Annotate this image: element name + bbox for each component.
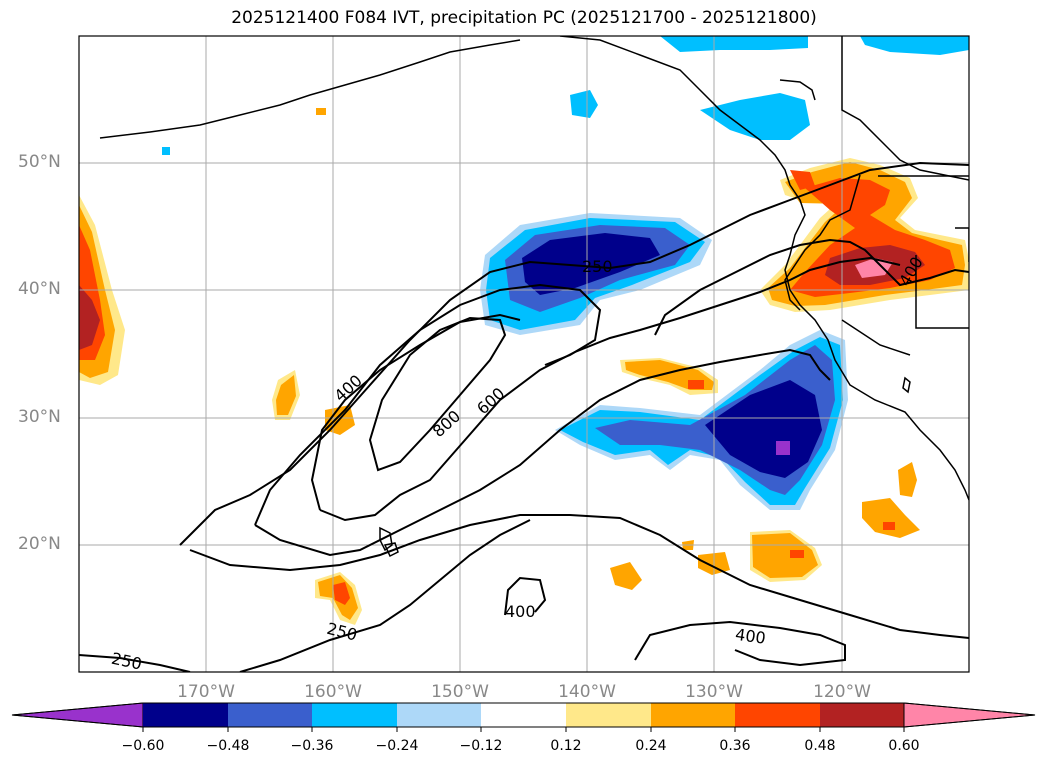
lon-label: 120°W (813, 682, 871, 702)
lon-label: 130°W (685, 682, 743, 702)
lon-label: 160°W (304, 682, 362, 702)
contour-label: 250 (110, 649, 144, 674)
colorbar-tick-label: −0.36 (290, 738, 334, 754)
colorbar-tick-label: −0.12 (459, 738, 503, 754)
colorbar (11, 702, 1036, 732)
contour-250-south (189, 514, 969, 639)
contour-600 (319, 256, 901, 522)
contour-label: 250 (582, 257, 613, 276)
contour-400-southeast (634, 620, 846, 667)
lon-label: 140°W (558, 682, 616, 702)
ivt-contours (79, 161, 969, 672)
chart-title: 2025121400 F084 IVT, precipitation PC (2… (231, 8, 817, 28)
contour-250-north (179, 161, 969, 546)
contour-400-north (254, 283, 602, 526)
lon-label: 150°W (431, 682, 489, 702)
lat-label: 30°N (18, 407, 61, 427)
contour-label: 400 (505, 602, 536, 621)
contour-400-south (504, 576, 547, 616)
map-area: 250 400 800 600 400 400 250 250 400 (79, 36, 969, 674)
colorbar-extend-low (11, 702, 144, 728)
colorbar-tick-label: −0.60 (121, 738, 165, 754)
contour-800 (368, 316, 507, 472)
colorbar-tick-label: 0.60 (888, 738, 920, 754)
colorbar-tick-label: −0.24 (375, 738, 419, 754)
lat-label: 20°N (18, 534, 61, 554)
colorbar-tick-label: 0.36 (719, 738, 751, 754)
colorbar-extend-high (903, 702, 1036, 728)
colorbar-tick-label: 0.12 (550, 738, 582, 754)
colorbar-tick-label: −0.48 (206, 738, 250, 754)
coastlines (99, 36, 969, 558)
map-frame (78, 35, 970, 673)
colorbar-tick-label: 0.48 (804, 738, 836, 754)
contour-label: 400 (734, 625, 767, 648)
colorbar-tick-label: 0.24 (635, 738, 667, 754)
lat-label: 50°N (18, 152, 61, 172)
lon-label: 170°W (177, 682, 235, 702)
lat-label: 40°N (18, 279, 61, 299)
